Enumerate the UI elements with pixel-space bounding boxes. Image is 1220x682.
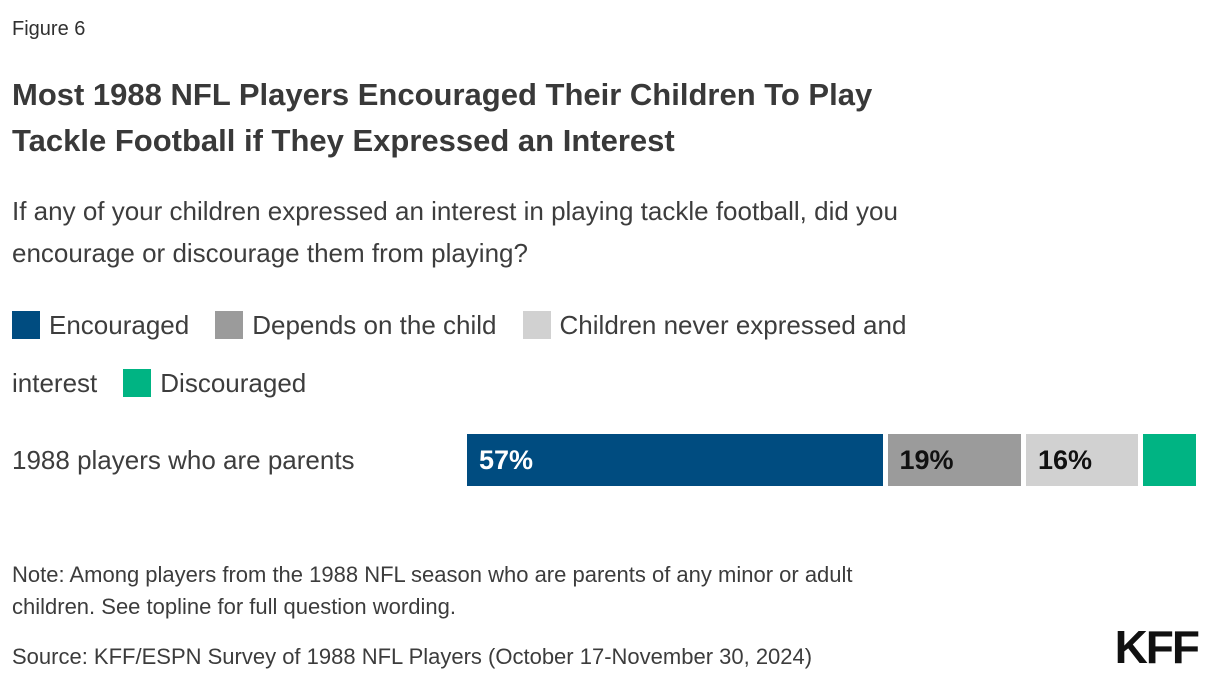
legend-row: Encouraged Depends on the child Children n… [12, 309, 1198, 341]
legend-row: interest Discouraged [12, 368, 1198, 399]
legend-label: Encouraged [49, 309, 190, 340]
bar-segment-children-never-expressed-and-interest: 16% [1021, 434, 1138, 486]
bar-segment-depends-on-the-child: 19% [882, 434, 1022, 486]
legend-item: Depends on the child [215, 309, 497, 341]
legend-item: Children never expressed and [522, 309, 907, 341]
legend-swatch-icon [215, 311, 244, 339]
legend-swatch-icon [12, 311, 40, 339]
legend-item: Encouraged [12, 310, 189, 341]
note-text: Note: Among players from the 1988 NFL se… [12, 559, 1198, 623]
legend-item: interest [12, 368, 97, 399]
legend-item: Discouraged [123, 368, 306, 399]
legend-swatch-icon [522, 311, 551, 339]
bar-value-label: 57% [479, 445, 534, 475]
kff-logo: KFF [1114, 621, 1200, 673]
stacked-bar: 57% 19% 16% [467, 434, 1196, 486]
bar-segment-encouraged: 57% [467, 434, 883, 486]
source-text: Source: KFF/ESPN Survey of 1988 NFL Play… [12, 644, 813, 669]
legend: Encouraged Depends on the child Children n… [12, 309, 1198, 399]
category-label: 1988 players who are parents [12, 444, 355, 475]
note-line-2: children. See topline for full question … [12, 594, 456, 619]
chart-subtitle: If any of your children expressed an int… [12, 190, 1198, 274]
legend-label: Depends on the child [252, 309, 497, 340]
chart-title-line-1: Most 1988 NFL Players Encouraged Their C… [12, 77, 873, 112]
note-line-1: Note: Among players from the 1988 NFL se… [12, 562, 853, 587]
legend-swatch-icon [123, 369, 152, 397]
bar-segment-discouraged [1137, 434, 1196, 486]
bar-row: 1988 players who are parents 57% 19% 16% [12, 434, 1198, 486]
bar-value-label: 19% [899, 445, 954, 475]
chart-subtitle-line-1: If any of your children expressed an int… [12, 196, 898, 226]
legend-label: Children never expressed and [559, 309, 907, 340]
chart-title-line-2: Tackle Football if They Expressed an Int… [12, 123, 675, 158]
figure-label: Figure 6 [12, 18, 86, 40]
legend-label: Discouraged [160, 367, 307, 398]
chart-title: Most 1988 NFL Players Encouraged Their C… [12, 72, 1198, 164]
legend-label: interest [12, 367, 98, 398]
bar-value-label: 16% [1038, 445, 1093, 475]
chart-subtitle-line-2: encourage or discourage them from playin… [12, 238, 528, 268]
